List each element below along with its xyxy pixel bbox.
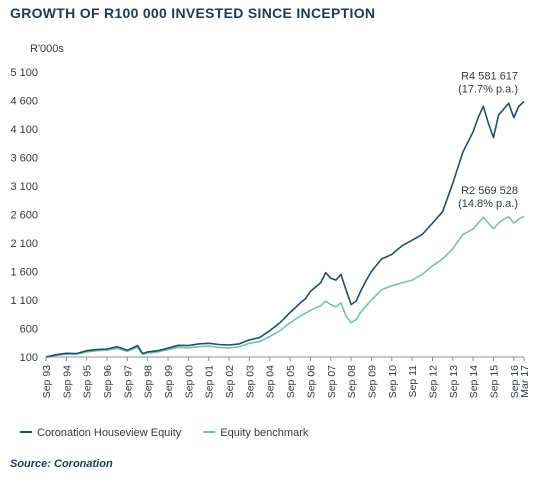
- x-tick-label: Sep 14: [468, 365, 480, 398]
- x-tick-label: Sep 09: [366, 365, 378, 398]
- y-tick-label: 4 100: [10, 124, 38, 136]
- x-tick-label: Sep 95: [82, 365, 94, 398]
- x-tick-label: Sep 04: [265, 365, 277, 398]
- y-axis: 100 600 1 100 1 600 2 100 2 600 3 100 3 600 4 10…: [10, 67, 38, 364]
- x-tick-label: Sep 12: [427, 365, 439, 398]
- x-tick-label: Sep 03: [244, 365, 256, 398]
- annotations: R4 581 617(17.7% p.a.) R2 569 528(14.8% p…: [458, 71, 518, 211]
- y-tick-label: 5 100: [10, 67, 38, 79]
- y-tick-label: 1 600: [10, 267, 38, 279]
- series-end-annotation: R2 569 528: [461, 185, 518, 197]
- x-tick-label: Sep 00: [183, 365, 195, 398]
- x-tick-label: Sep 11: [407, 365, 419, 398]
- series-line-0: [45, 101, 525, 358]
- series-line-1: [45, 215, 525, 358]
- series-layer: [45, 101, 525, 358]
- x-axis: Sep 93 Sep 94 Sep 95 Sep 96 Sep 97 Sep 98 Sep …: [41, 356, 531, 398]
- y-tick-label: 4 600: [10, 96, 38, 108]
- y-tick-label: 100: [20, 352, 38, 364]
- x-tick-label: Sep 07: [326, 365, 338, 398]
- y-tick-label: 600: [20, 324, 38, 336]
- x-tick-label: Sep 16: [509, 365, 521, 398]
- x-tick-label: Sep 98: [143, 365, 155, 398]
- x-tick-label: Sep 02: [224, 365, 236, 398]
- y-tick-label: 1 100: [10, 295, 38, 307]
- x-tick-label: Sep 05: [285, 365, 297, 398]
- x-tick-label: Sep 01: [204, 365, 216, 398]
- x-tick-label: Sep 96: [102, 365, 114, 398]
- x-tick-label: Sep 99: [163, 365, 175, 398]
- x-tick-label: Sep 15: [488, 365, 500, 398]
- series-end-annotation: (17.7% p.a.): [458, 84, 518, 96]
- legend-label: Equity benchmark: [220, 427, 309, 439]
- y-tick-label: 2 600: [10, 210, 38, 222]
- legend: Coronation Houseview Equity Equity benchm…: [20, 427, 309, 439]
- x-tick-label: Sep 08: [346, 365, 358, 398]
- chart-title: GROWTH OF R100 000 INVESTED SINCE INCEPT…: [10, 5, 375, 21]
- x-tick-label: Mar 17: [519, 365, 531, 398]
- x-tick-label: Sep 13: [448, 365, 460, 398]
- y-tick-label: 3 600: [10, 153, 38, 165]
- x-tick-label: Sep 94: [61, 365, 73, 398]
- y-tick-label: 2 100: [10, 238, 38, 250]
- x-tick-label: Sep 97: [122, 365, 134, 398]
- y-unit-label: R'000s: [30, 43, 64, 55]
- y-tick-label: 3 100: [10, 181, 38, 193]
- source-note: Source: Coronation: [10, 458, 113, 470]
- x-tick-label: Sep 06: [305, 365, 317, 398]
- x-tick-label: Sep 10: [387, 365, 399, 398]
- series-end-annotation: (14.8% p.a.): [458, 198, 518, 210]
- x-tick-label: Sep 93: [41, 365, 53, 398]
- series-end-annotation: R4 581 617: [461, 71, 518, 83]
- legend-label: Coronation Houseview Equity: [37, 427, 182, 439]
